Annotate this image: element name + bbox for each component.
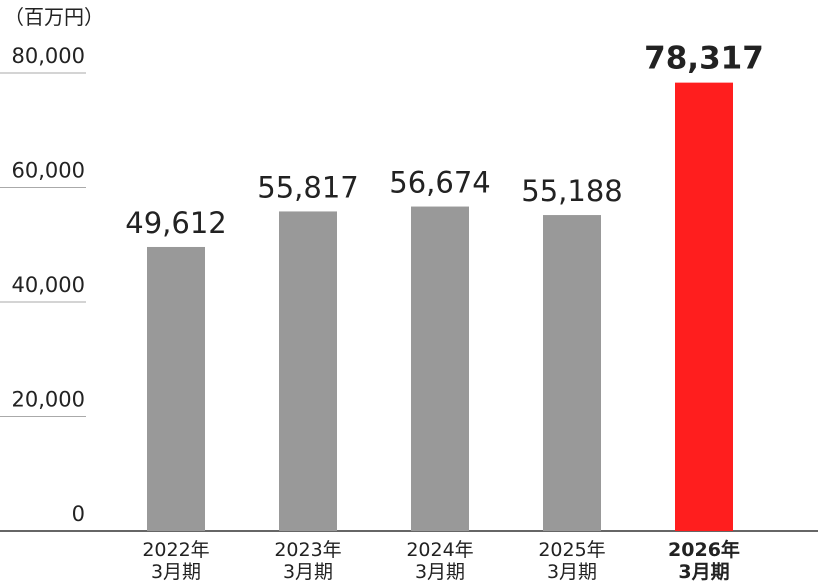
y-tick-label: 40,000	[12, 273, 85, 297]
x-tick-label: 2025年 3月期	[538, 539, 606, 583]
y-tick-label: 0	[72, 502, 85, 526]
y-tick-label: 60,000	[12, 159, 85, 183]
y-tick-label: 20,000	[12, 388, 85, 412]
y-axis-unit: （百万円）	[4, 5, 104, 29]
value-label: 55,817	[257, 170, 358, 204]
value-label: 56,674	[389, 166, 490, 200]
bar	[411, 206, 469, 531]
bar	[147, 246, 205, 531]
value-label: 49,612	[125, 206, 226, 240]
bar	[279, 211, 337, 531]
x-tick-label: 2024年 3月期	[406, 539, 474, 583]
y-tick-label: 80,000	[12, 44, 85, 68]
bar	[675, 82, 733, 531]
value-label: 55,188	[521, 174, 622, 208]
bar	[543, 215, 601, 531]
x-tick-label: 2023年 3月期	[274, 539, 342, 583]
value-label: 78,317	[644, 41, 764, 77]
x-tick-label: 2022年 3月期	[142, 539, 210, 583]
x-tick-label: 2026年 3月期	[668, 539, 740, 583]
